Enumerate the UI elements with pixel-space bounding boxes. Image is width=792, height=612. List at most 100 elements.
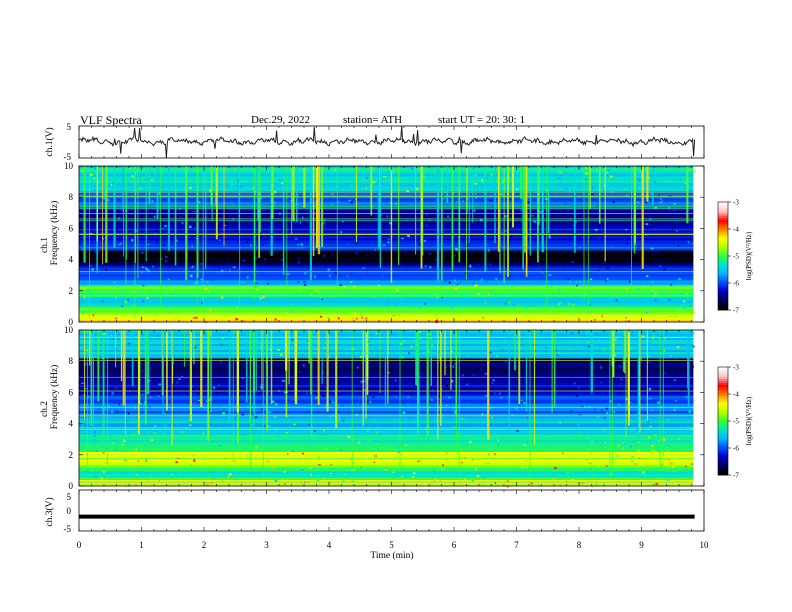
spectrogram-speckle <box>308 424 311 426</box>
transmitter-line <box>79 360 694 361</box>
spectrogram-speckle <box>450 350 453 353</box>
spectrogram-speckle <box>151 452 155 455</box>
spectrogram-speckle <box>400 298 404 300</box>
spectrogram-speckle <box>298 371 301 373</box>
spectrogram-band <box>79 436 694 439</box>
spectrogram-speckle <box>327 356 331 359</box>
spectrogram-speckle <box>241 377 245 379</box>
spectrogram-speckle <box>428 218 431 221</box>
spectrogram-speckle <box>297 281 300 283</box>
spectrogram-speckle <box>275 315 278 319</box>
spectrogram-speckle <box>240 437 243 439</box>
spectrogram-speckle <box>451 319 454 321</box>
spectrogram-speckle <box>115 296 117 299</box>
sferic-streak <box>90 330 93 427</box>
spectrogram-speckle <box>83 394 85 397</box>
spectrogram-speckle <box>327 458 329 461</box>
spectrogram-band <box>79 395 694 398</box>
spectrogram-speckle <box>204 484 207 486</box>
spectrogram-speckle <box>121 340 124 342</box>
spectrogram-speckle <box>430 399 433 401</box>
spectrogram-speckle <box>84 387 87 390</box>
spectrogram-speckle <box>342 467 346 470</box>
sferic-streak <box>321 166 324 248</box>
spectrogram-speckle <box>257 428 260 430</box>
spectrogram-band <box>79 284 694 287</box>
spectrogram-speckle <box>202 461 204 464</box>
spectrogram-speckle <box>365 177 369 179</box>
sferic-streak <box>336 166 338 295</box>
spectrogram-speckle <box>428 252 432 255</box>
sferic-streak <box>215 166 218 240</box>
sferic-streak <box>210 330 212 413</box>
spectrogram-speckle <box>672 188 675 191</box>
spectrogram-speckle <box>668 358 672 360</box>
spectrogram-speckle <box>687 241 690 243</box>
spectrogram-speckle <box>240 366 242 368</box>
sferic-streak <box>310 330 311 395</box>
spectrogram-speckle <box>321 298 323 301</box>
spectrogram-band <box>79 374 694 378</box>
spectrogram-speckle <box>187 385 191 387</box>
spectrogram-speckle <box>92 230 95 233</box>
spectrogram-speckle <box>221 480 224 483</box>
spectrogram-speckle <box>508 197 511 200</box>
sferic-streak <box>365 330 367 419</box>
spectrogram-speckle <box>400 342 403 345</box>
ch2-frequency-label: Frequency (kHz) <box>49 365 60 430</box>
spectrogram-speckle <box>620 241 622 243</box>
spectrogram-speckle <box>487 463 490 465</box>
spectrogram-speckle <box>295 415 297 418</box>
colorbar-segment <box>718 238 728 241</box>
spectrogram-speckle <box>471 479 475 482</box>
spectrogram-speckle <box>351 317 354 320</box>
spectrogram-speckle <box>108 375 112 377</box>
spectrogram-speckle <box>510 235 513 238</box>
spectrogram-speckle <box>499 392 502 395</box>
colorbar-segment <box>718 405 728 408</box>
spectrogram-speckle <box>657 263 660 266</box>
spectrogram-speckle <box>360 380 363 383</box>
spectrogram-speckle <box>592 187 594 189</box>
spectrogram-speckle <box>594 228 598 231</box>
spectrogram-speckle <box>374 232 377 235</box>
ch1-waveform-frame <box>78 125 705 159</box>
spectrogram-speckle <box>246 332 249 336</box>
spectrogram-band <box>79 188 694 192</box>
spectrogram-speckle <box>585 332 589 335</box>
sferic-streak <box>145 166 147 262</box>
spectrogram-speckle <box>669 315 672 318</box>
spectrogram-speckle <box>220 343 223 346</box>
spectrogram-speckle <box>209 189 212 192</box>
spectrogram-speckle <box>334 271 337 274</box>
spectrogram-speckle <box>356 366 359 369</box>
colorbar-segment <box>718 389 728 392</box>
spectrogram-speckle <box>419 172 421 174</box>
spectrogram-speckle <box>317 464 321 466</box>
spectrogram-speckle <box>325 447 328 450</box>
sferic-streak <box>499 166 501 274</box>
sferic-streak <box>310 330 313 440</box>
spectrogram-speckle <box>482 316 484 319</box>
spectrogram-speckle <box>590 441 594 443</box>
colorbar-segment <box>718 278 728 281</box>
spectrogram-speckle <box>340 449 343 451</box>
spectrogram-speckle <box>549 309 552 312</box>
spectrogram-speckle <box>279 232 281 235</box>
spectrogram-speckle <box>458 316 461 319</box>
spectrogram-band <box>79 467 694 470</box>
spectrogram-speckle <box>155 229 158 231</box>
spectrogram-speckle <box>653 295 655 297</box>
spectrogram-speckle <box>409 417 411 419</box>
transmitter-line <box>79 233 694 235</box>
spectrogram-speckle <box>175 239 178 242</box>
spectrogram-speckle <box>301 452 304 455</box>
spectrogram-speckle <box>296 252 300 254</box>
spectrogram-speckle <box>359 313 362 316</box>
sferic-streak <box>205 166 207 270</box>
spectrogram-speckle <box>504 360 507 363</box>
sferic-streak <box>148 166 151 205</box>
spectrogram-speckle <box>646 200 649 203</box>
spectrogram-speckle <box>571 261 574 263</box>
sferic-streak <box>379 330 381 394</box>
